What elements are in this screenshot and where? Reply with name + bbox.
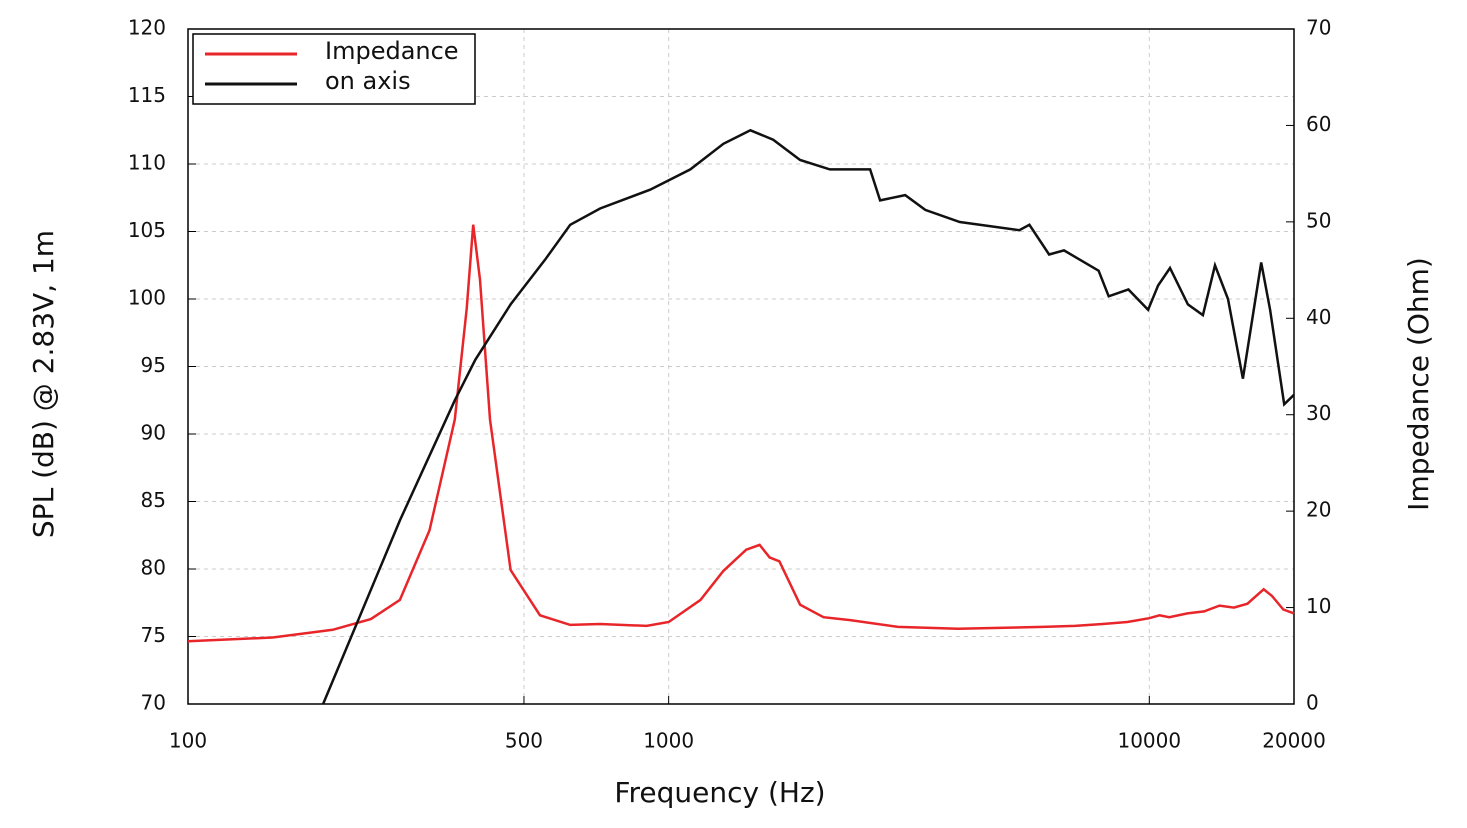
legend-label: Impedance [325,37,459,65]
y2-tick-label: 70 [1306,16,1331,40]
series-line [187,224,1295,643]
y2-tick-label: 40 [1306,305,1331,329]
legend-box [192,33,476,105]
y-tick-label: 70 [141,691,166,715]
y-tick-label: 90 [141,421,166,445]
y2-tick-label: 50 [1306,208,1331,232]
y2-tick-label: 10 [1306,594,1331,618]
y-tick-label: 105 [128,218,166,242]
y-tick-label: 80 [141,556,166,580]
y-tick-label: 75 [141,623,166,647]
x-axis-label: Frequency (Hz) [614,776,825,809]
x-tick-label: 500 [505,729,543,753]
y2-tick-label: 0 [1306,691,1319,715]
y-tick-label: 115 [128,83,166,107]
x-tick-label: 1000 [643,729,694,753]
y2-tick-label: 20 [1306,498,1331,522]
y-axis-label: SPL (dB) @ 2.83V, 1m [27,230,60,538]
y-tick-label: 120 [128,16,166,40]
series-line [321,128,1295,705]
y-tick-label: 100 [128,286,166,310]
y2-axis-label: Impedance (Ohm) [1402,257,1435,511]
y2-tick-label: 30 [1306,401,1331,425]
x-tick-label: 10000 [1117,729,1181,753]
y-tick-label: 95 [141,353,166,377]
x-tick-label: 20000 [1262,729,1326,753]
y-tick-label: 110 [128,151,166,175]
y2-tick-label: 60 [1306,112,1331,136]
x-tick-label: 100 [169,729,207,753]
legend-label: on axis [325,67,411,95]
y-tick-label: 85 [141,488,166,512]
plot-frame [187,28,1295,705]
